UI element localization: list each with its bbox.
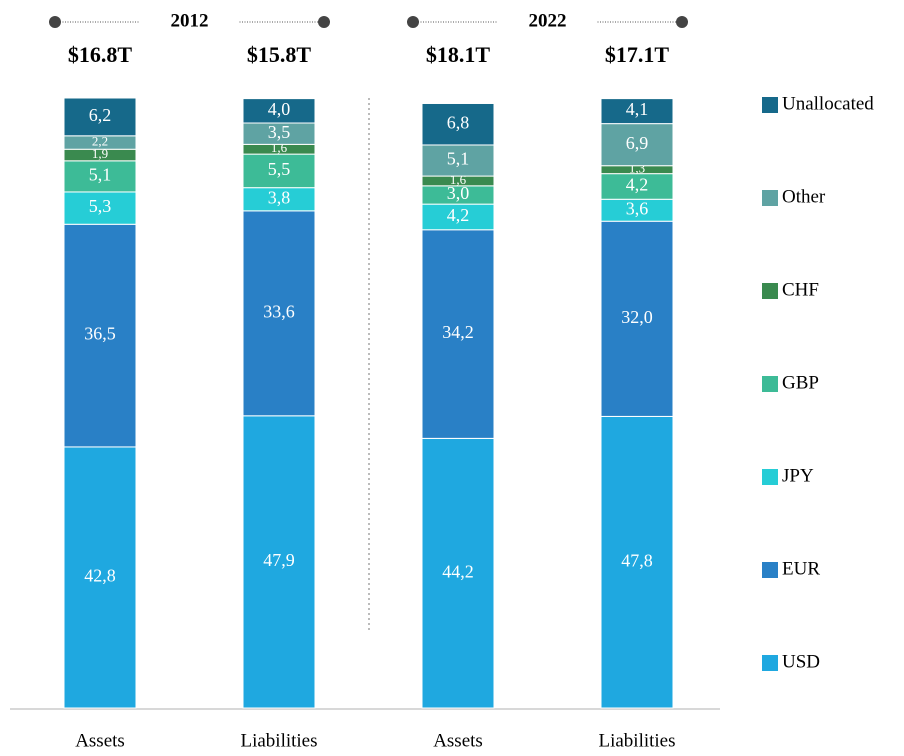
value-label: 3,0 [447,183,470,203]
group-label: 2012 [171,10,209,31]
value-label: 34,2 [442,322,474,342]
value-label: 5,3 [89,196,112,216]
value-label: 3,6 [626,198,649,218]
bar-segment [242,153,316,189]
value-label: 33,6 [263,301,295,321]
value-label: 5,1 [89,165,112,185]
bar-segment [600,98,674,125]
legend-label: CHF [782,279,819,300]
value-label: 5,1 [447,149,470,169]
value-label: 2,2 [92,134,108,149]
value-label: 36,5 [84,324,116,344]
value-label: 4,1 [626,99,649,119]
legend-swatch [762,562,778,578]
bar-segment [242,98,316,124]
bar-segment [421,229,495,439]
bar-segment [600,220,674,417]
bar-segment [242,210,316,417]
legend-label: USD [782,651,820,672]
legend-swatch [762,655,778,671]
total-label: $17.1T [605,42,670,67]
legend-swatch [762,469,778,485]
bar-segment [600,173,674,200]
legend-swatch [762,190,778,206]
value-label: 4,0 [268,99,291,119]
total-label: $16.8T [68,42,133,67]
bar-segment [63,160,137,193]
value-label: 4,2 [447,205,470,225]
bar-segment [421,437,495,709]
value-label: 44,2 [442,561,474,581]
value-label: 6,8 [447,112,470,132]
value-label: 6,9 [626,133,649,153]
x-tick-label: Assets [75,730,125,751]
legend-label: EUR [782,558,820,579]
bar-segment [421,144,495,177]
group-dot [676,16,688,28]
total-label: $15.8T [247,42,312,67]
value-label: 32,0 [621,307,653,327]
legend-swatch [762,283,778,299]
legend-label: Unallocated [782,93,874,114]
group-dot [318,16,330,28]
bar-segment [242,415,316,709]
bar-segment [63,191,137,225]
group-dot [49,16,61,28]
bar-segment [600,123,674,167]
total-label: $18.1T [426,42,491,67]
legend-label: GBP [782,372,819,393]
legend-label: Other [782,186,826,207]
value-label: 42,8 [84,566,116,586]
bar-segment [421,203,495,231]
group-dot [407,16,419,28]
bar-segment [63,97,137,137]
value-label: 6,2 [89,105,112,125]
value-label: 3,5 [268,122,291,142]
bar-segment [63,223,137,448]
value-label: 5,5 [268,159,291,179]
x-tick-label: Liabilities [240,730,317,751]
legend-swatch [762,376,778,392]
x-tick-label: Assets [433,730,483,751]
bar-segment [421,102,495,146]
bar-segment [63,446,137,709]
value-label: 1,9 [92,146,108,161]
group-label: 2022 [529,10,567,31]
value-label: 4,2 [626,175,649,195]
legend-swatch [762,97,778,113]
value-label: 3,8 [268,187,291,207]
legend-label: JPY [782,465,814,486]
bar-segment [600,415,674,709]
value-label: 47,8 [621,550,653,570]
value-label: 47,9 [263,550,295,570]
x-tick-label: Liabilities [598,730,675,751]
